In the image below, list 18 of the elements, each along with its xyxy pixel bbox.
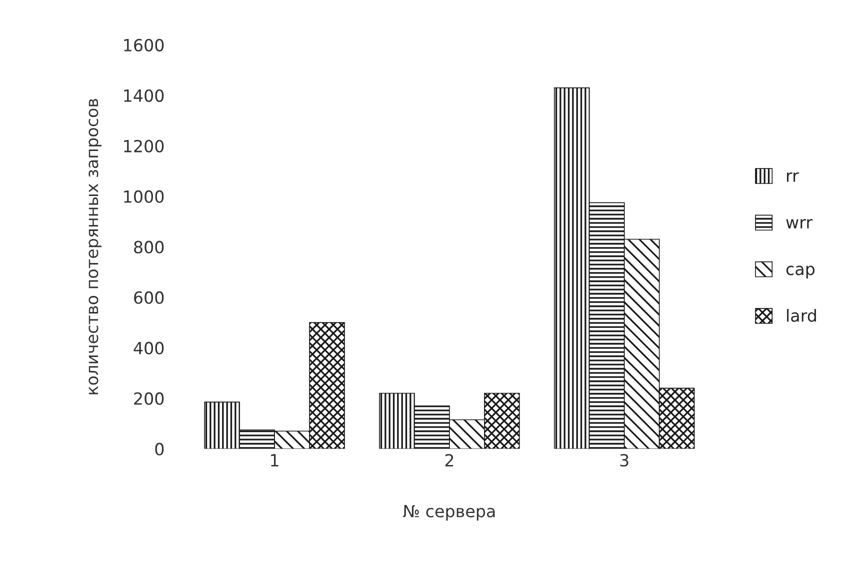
x-tick-label: 1: [271, 454, 278, 466]
legend-label: rr: [786, 172, 799, 182]
y-tick-label: 1400: [124, 89, 164, 102]
legend-label: cap: [786, 266, 815, 278]
legend-label: lard: [787, 308, 816, 322]
y-axis-title: количество потерянных запросов: [88, 98, 102, 394]
x-tick-label: 3: [620, 454, 628, 467]
y-tick-label: 0: [155, 442, 164, 456]
y-tick-label: 600: [134, 291, 164, 304]
y-tick-label: 200: [134, 392, 164, 405]
y-tick-label: 400: [134, 342, 164, 354]
x-axis-title: № сервера: [403, 505, 495, 521]
y-tick-label: 1200: [124, 140, 164, 152]
legend-label: wrr: [786, 219, 813, 228]
y-tick-label: 1600: [124, 38, 164, 52]
y-tick-label: 800: [134, 240, 164, 254]
x-tick-label: 2: [445, 454, 454, 466]
y-tick-label: 1000: [124, 190, 164, 203]
